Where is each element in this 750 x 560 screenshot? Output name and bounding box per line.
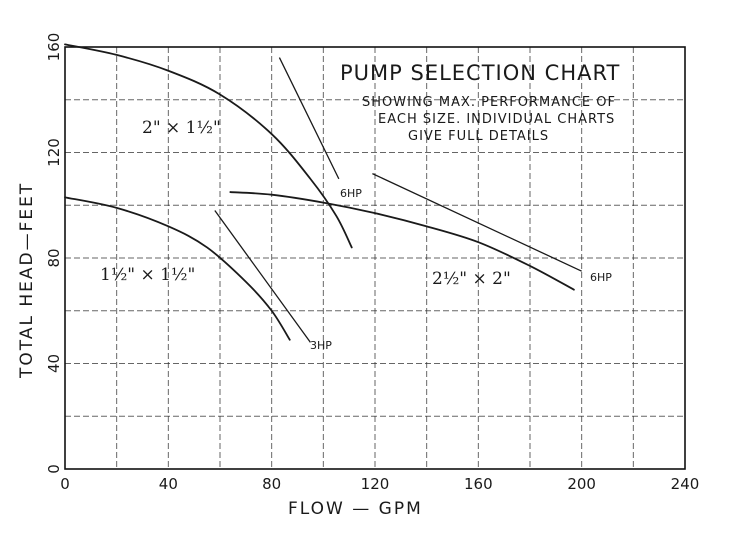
- hp-label-6hp-upper: 6HP: [340, 187, 362, 200]
- tick-labels: 0 40 80 120 160 200 240 0 40 80 120 160: [45, 33, 699, 493]
- x-tick-label: 200: [567, 475, 596, 493]
- y-tick-label: 40: [45, 354, 63, 373]
- chart-subtitle-line-3: GIVE FULL DETAILS: [408, 129, 549, 144]
- x-tick-label: 120: [361, 475, 390, 493]
- horsepower-lines: [214, 57, 582, 343]
- horsepower-line-1: [278, 57, 340, 180]
- y-tick-label: 120: [45, 138, 63, 167]
- x-tick-label: 0: [60, 475, 70, 493]
- series-label-1-5x1-5: 1½" × 1½": [100, 265, 195, 285]
- x-tick-label: 40: [159, 475, 178, 493]
- x-axis-label: FLOW — GPM: [288, 499, 423, 519]
- x-tick-label: 160: [464, 475, 493, 493]
- series-curve-0: [64, 43, 353, 249]
- y-tick-label: 80: [45, 248, 63, 267]
- series-label-2-5x2: 2½" × 2": [432, 269, 511, 289]
- horsepower-line-2: [372, 173, 582, 272]
- hp-label-3hp: 3HP: [310, 339, 332, 352]
- chart-subtitle-line-2: EACH SIZE. INDIVIDUAL CHARTS: [378, 112, 615, 127]
- x-tick-label: 80: [262, 475, 281, 493]
- y-tick-label: 160: [45, 33, 63, 62]
- grid: [65, 47, 685, 469]
- chart-title: PUMP SELECTION CHART: [340, 61, 620, 85]
- hp-label-6hp-right: 6HP: [590, 271, 612, 284]
- horsepower-line-0: [214, 210, 311, 343]
- y-tick-label: 0: [45, 464, 63, 474]
- y-axis-label: TOTAL HEAD—FEET: [17, 182, 37, 379]
- pump-curves: [64, 43, 575, 341]
- chart-subtitle-line-1: SHOWING MAX. PERFORMANCE OF: [362, 95, 616, 110]
- series-curve-2: [229, 191, 575, 291]
- series-curve-1: [64, 196, 291, 341]
- series-label-2x1-5: 2" × 1½": [142, 118, 221, 138]
- plot-border: [64, 46, 686, 470]
- x-tick-label: 240: [671, 475, 700, 493]
